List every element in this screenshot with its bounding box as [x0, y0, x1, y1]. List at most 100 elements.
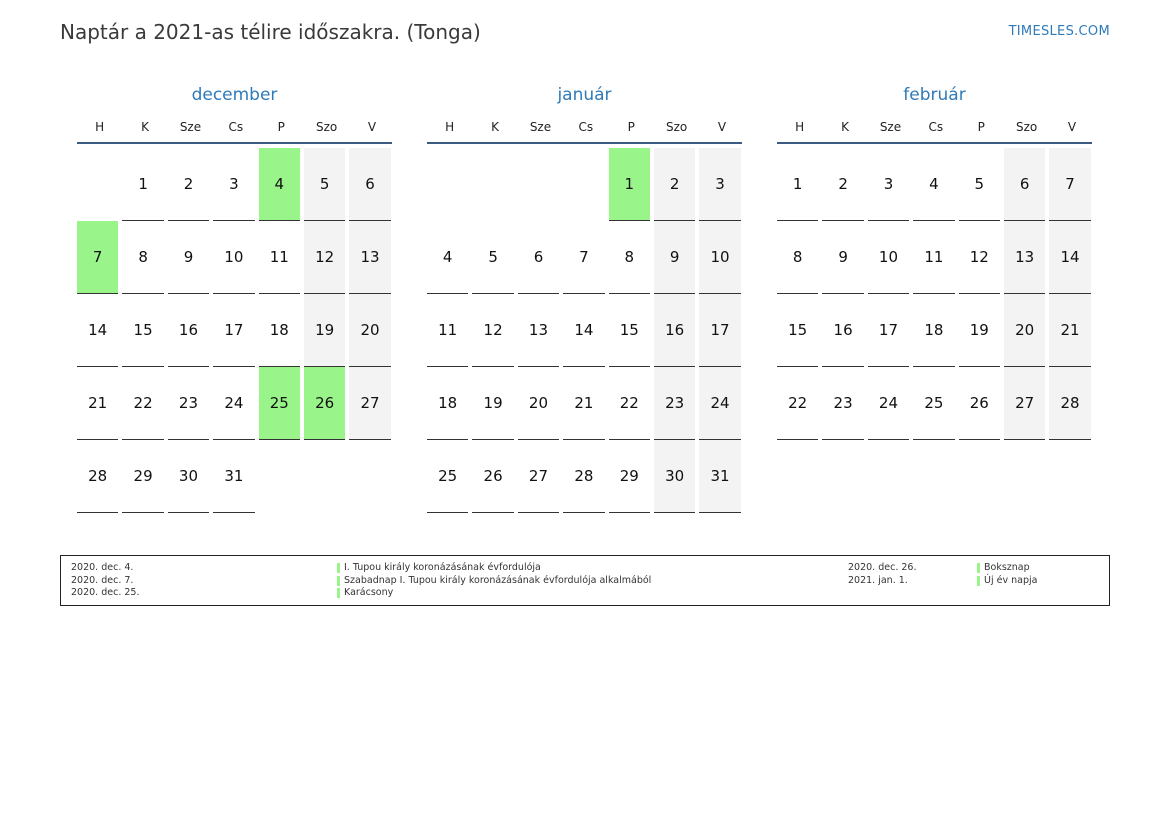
day-cell: 13: [349, 221, 394, 294]
day-cell: 11: [427, 294, 472, 367]
holiday-day-cell: 4: [258, 148, 304, 221]
weekday-label: V: [717, 120, 727, 134]
day-cell: 14: [77, 294, 122, 367]
day-cell: 22: [608, 367, 654, 440]
holiday-day-cell: 25: [258, 367, 304, 440]
day-cell: 3: [867, 148, 913, 221]
day-cell: 5: [472, 221, 517, 294]
day-cell: 19: [472, 367, 517, 440]
day-number: 15: [777, 294, 819, 367]
day-number: 2: [653, 148, 696, 221]
weekday-label: Cs: [928, 120, 944, 134]
day-number: 13: [517, 294, 560, 367]
weekday-label: Sze: [179, 120, 202, 134]
day-number: 4: [427, 221, 469, 294]
day-number: 20: [349, 294, 391, 367]
day-cell: 10: [867, 221, 913, 294]
day-cell: 6: [517, 221, 563, 294]
day-number: 7: [1049, 148, 1091, 221]
legend-date: 2020. dec. 26.: [848, 562, 917, 573]
day-cell: 17: [699, 294, 744, 367]
day-number: 25: [258, 367, 300, 440]
legend-holiday-name: Új év napja: [977, 575, 1037, 588]
day-number: 2: [167, 148, 210, 221]
day-cell: 23: [167, 367, 213, 440]
day-cell: 16: [822, 294, 867, 367]
day-number: 3: [699, 148, 741, 221]
holiday-day-cell: 1: [608, 148, 654, 221]
day-number: 16: [167, 294, 210, 367]
day-number: 25: [427, 440, 469, 513]
day-cell: 28: [77, 440, 122, 513]
day-cell: 15: [777, 294, 822, 367]
day-number: 6: [349, 148, 391, 221]
day-cell: 2: [822, 148, 867, 221]
day-number: 18: [427, 367, 469, 440]
weekday-label: Sze: [529, 120, 552, 134]
day-number: 21: [563, 367, 605, 440]
weekday-label: K: [491, 120, 500, 134]
weekday-label: Cs: [228, 120, 244, 134]
day-number: 14: [77, 294, 119, 367]
day-cell: 10: [699, 221, 744, 294]
day-cell: 2: [653, 148, 699, 221]
day-number: 18: [258, 294, 300, 367]
weekday-label: V: [1067, 120, 1077, 134]
weekday-label: V: [367, 120, 377, 134]
day-number: 26: [472, 440, 514, 513]
day-number: 17: [213, 294, 255, 367]
day-cell: 4: [427, 221, 472, 294]
day-cell: 28: [563, 440, 608, 513]
day-cell: 27: [517, 440, 563, 513]
day-grid: 1 2 3 4 5 6 7 8 9 10 11 12 13 14 15 16 17 18 19 20 21 22 23 24 2…: [77, 148, 392, 513]
weekday-label: H: [95, 120, 105, 134]
day-cell: 17: [867, 294, 913, 367]
month-calendar: január H K Sze Cs P Szo V 1 2 3 4 5 6 7 8 9 10 11 12 13 14 15 1…: [427, 82, 742, 513]
day-cell: 30: [167, 440, 213, 513]
day-number: 8: [777, 221, 819, 294]
day-cell: 23: [822, 367, 867, 440]
weekday-label: H: [795, 120, 805, 134]
day-number: 22: [777, 367, 819, 440]
day-number: 12: [303, 221, 346, 294]
day-cell: 31: [699, 440, 744, 513]
day-cell: 11: [913, 221, 958, 294]
day-number: 11: [258, 221, 300, 294]
day-number: 13: [1003, 221, 1046, 294]
weekday-label: K: [841, 120, 850, 134]
day-cell: 5: [958, 148, 1004, 221]
day-number: 1: [608, 148, 650, 221]
day-number: 14: [563, 294, 605, 367]
day-number: 12: [958, 221, 1000, 294]
day-number: 31: [699, 440, 741, 513]
day-number: 9: [653, 221, 696, 294]
site-link[interactable]: TIMESLES.COM: [1008, 24, 1110, 39]
day-number: 24: [867, 367, 910, 440]
month-name: december: [191, 85, 278, 105]
day-number: 21: [1049, 294, 1091, 367]
day-cell: 3: [213, 148, 258, 221]
day-number: 28: [1049, 367, 1091, 440]
day-cell: 21: [1049, 294, 1094, 367]
weekday-header: H K Sze Cs P Szo V: [77, 118, 392, 144]
day-number: 16: [822, 294, 864, 367]
day-cell: 13: [1003, 221, 1049, 294]
empty-cell: [472, 148, 517, 221]
legend-holiday-name: Boksznap: [977, 562, 1037, 575]
day-number: 17: [699, 294, 741, 367]
day-number: 15: [122, 294, 164, 367]
day-grid: 1 2 3 4 5 6 7 8 9 10 11 12 13 14 15 16 17 18 19 20 21 22 23 24 2…: [427, 148, 742, 513]
legend-holiday-name: I. Tupou király koronázásának évfordulój…: [337, 562, 651, 575]
day-cell: 21: [77, 367, 122, 440]
day-number: 3: [213, 148, 255, 221]
day-cell: 30: [653, 440, 699, 513]
day-cell: 31: [213, 440, 258, 513]
legend-date: 2021. jan. 1.: [848, 574, 908, 586]
weekday-label: K: [141, 120, 150, 134]
legend-holiday-name: Karácsony: [337, 587, 651, 600]
day-number: 19: [303, 294, 346, 367]
day-number: 19: [958, 294, 1000, 367]
day-cell: 26: [958, 367, 1004, 440]
day-number: 15: [608, 294, 650, 367]
day-number: 5: [472, 221, 514, 294]
